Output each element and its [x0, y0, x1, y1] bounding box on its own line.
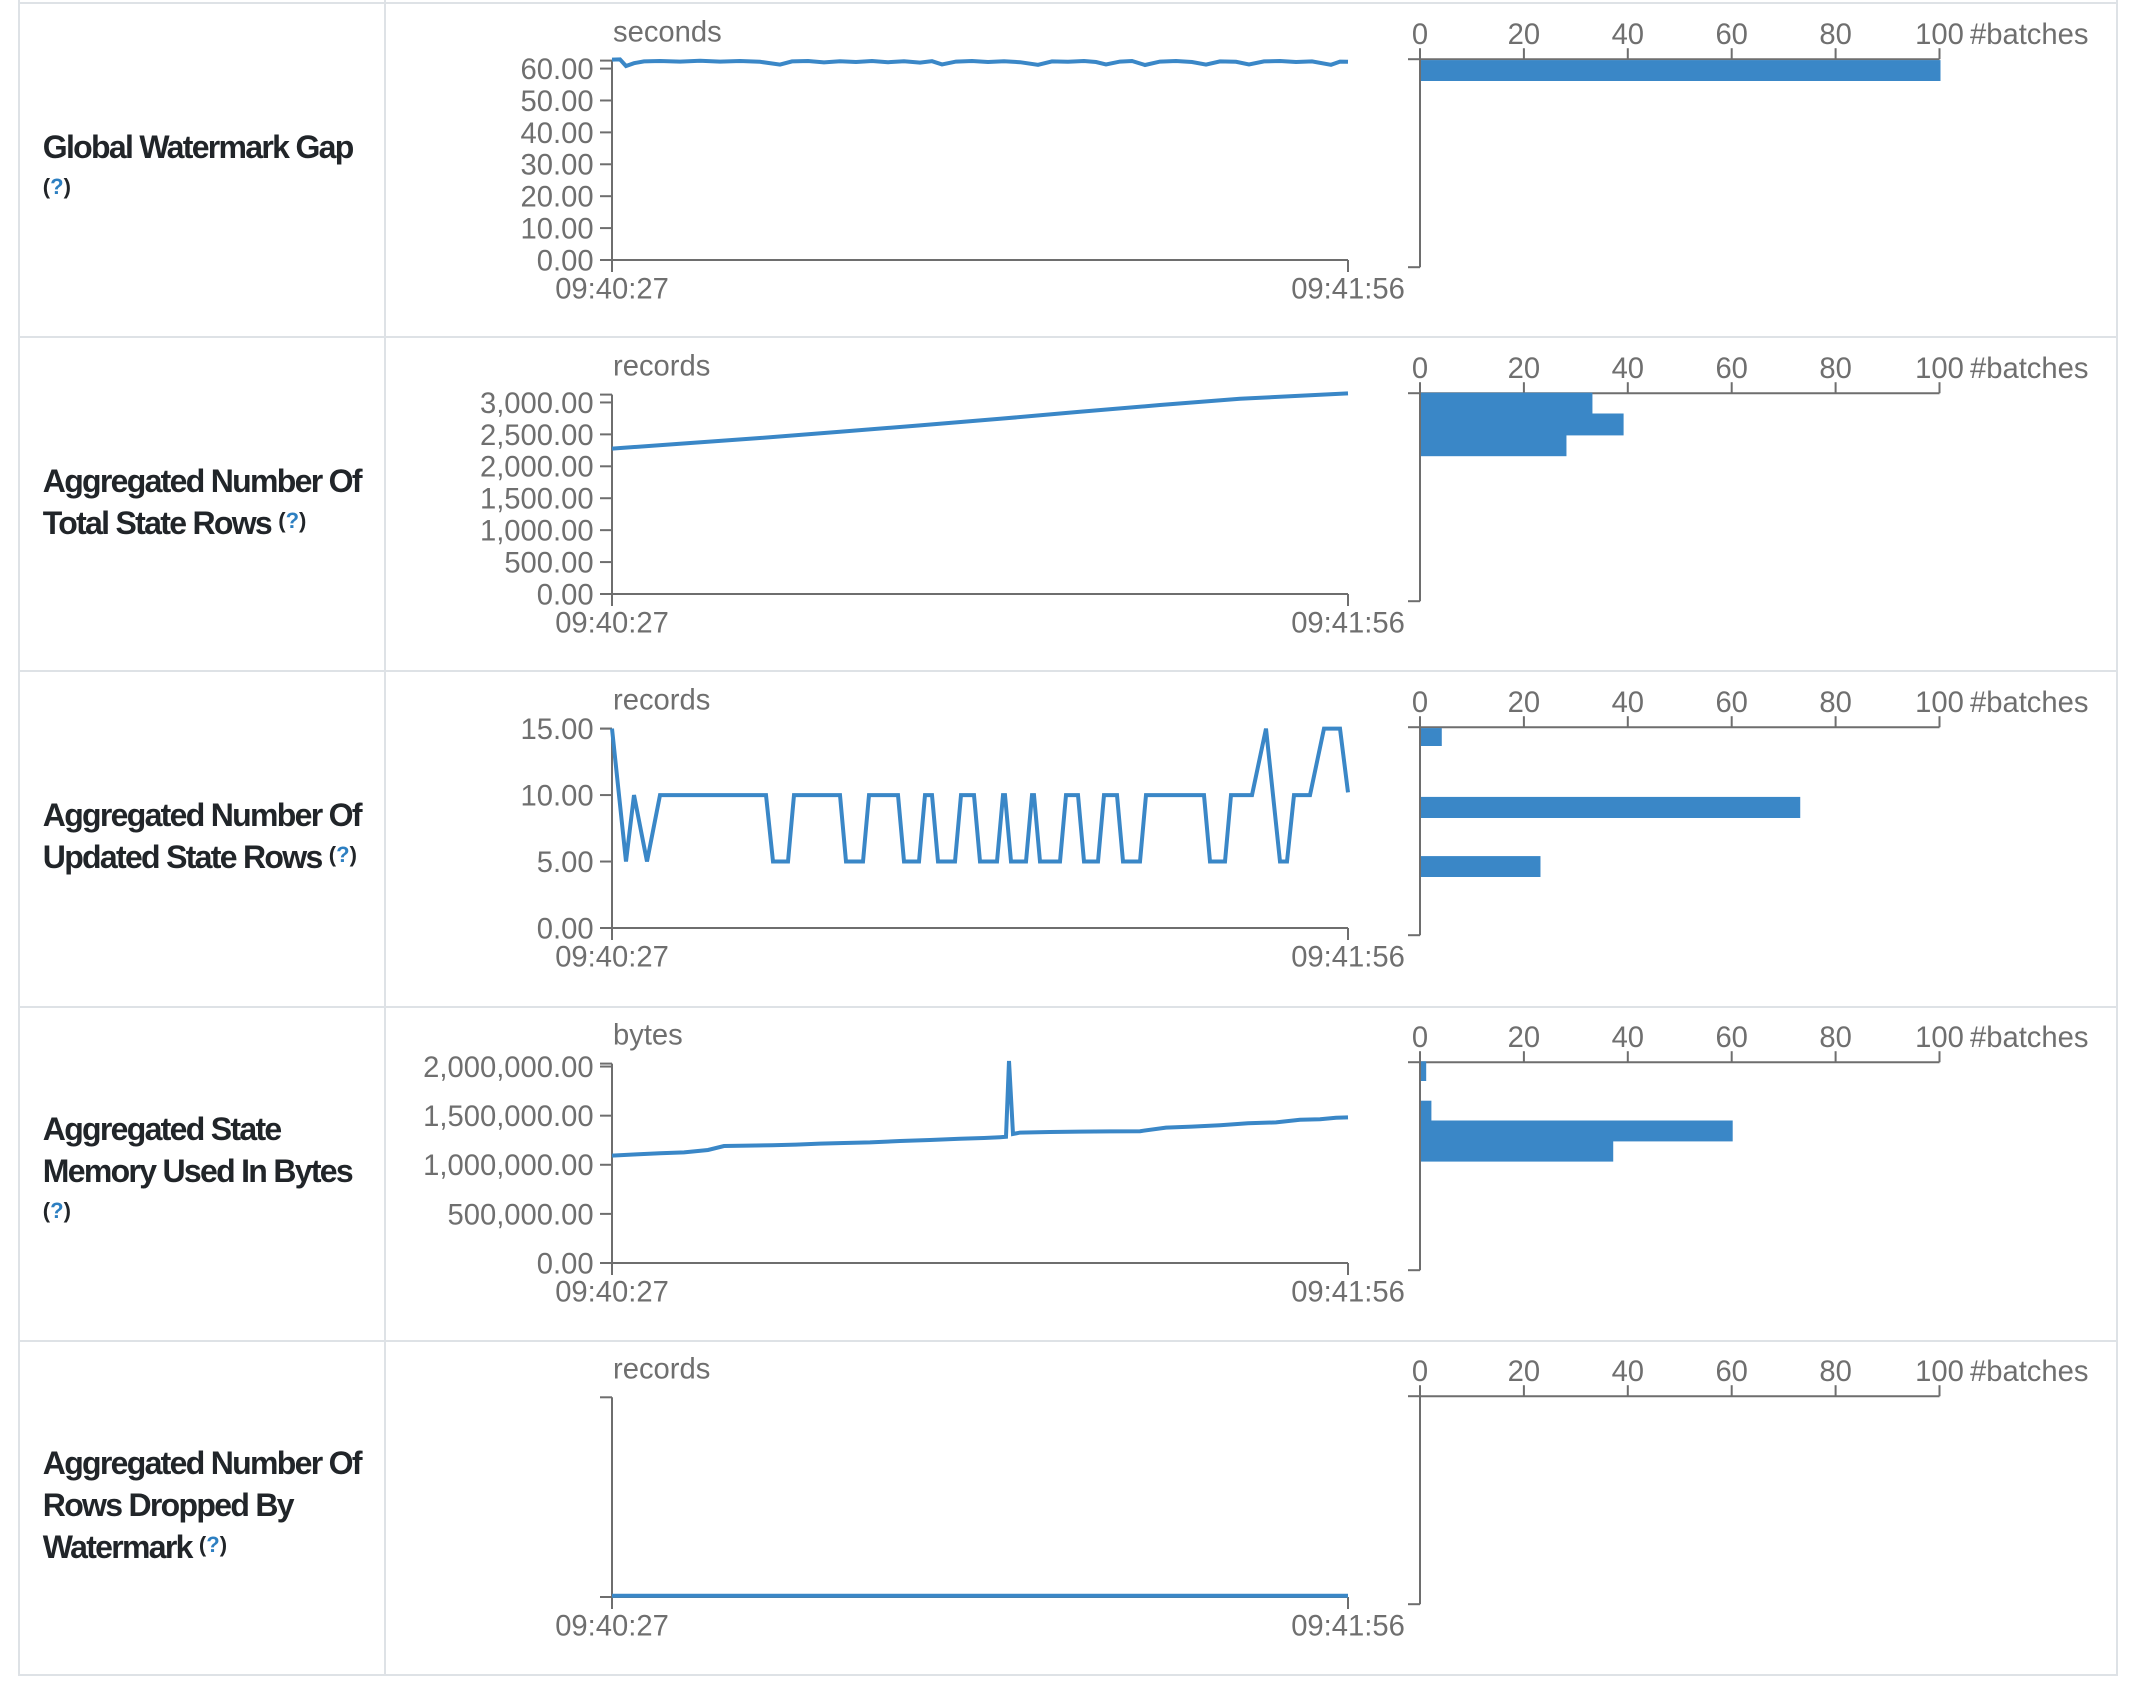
- svg-text:60: 60: [1715, 1022, 1747, 1054]
- svg-text:40: 40: [1612, 19, 1644, 51]
- svg-text:2,500.00: 2,500.00: [480, 420, 594, 452]
- svg-text:500.00: 500.00: [504, 547, 593, 579]
- svg-text:10.00: 10.00: [521, 780, 594, 812]
- svg-text:1,000,000.00: 1,000,000.00: [423, 1150, 593, 1182]
- svg-text:09:40:27: 09:40:27: [555, 1611, 669, 1643]
- svg-text:#batches: #batches: [1970, 687, 2088, 719]
- svg-text:1,500,000.00: 1,500,000.00: [423, 1101, 593, 1133]
- svg-text:#batches: #batches: [1970, 19, 2088, 51]
- svg-text:2,000.00: 2,000.00: [480, 452, 594, 484]
- svg-text:20.00: 20.00: [521, 182, 594, 214]
- svg-text:records: records: [613, 684, 710, 716]
- svg-text:15.00: 15.00: [521, 714, 594, 746]
- svg-text:60.00: 60.00: [521, 54, 594, 86]
- svg-text:100: 100: [1915, 353, 1964, 385]
- svg-text:0: 0: [1412, 1356, 1428, 1388]
- svg-text:40: 40: [1612, 1022, 1644, 1054]
- svg-text:60: 60: [1715, 1356, 1747, 1388]
- svg-text:2,000,000.00: 2,000,000.00: [423, 1052, 593, 1084]
- svg-text:09:40:27: 09:40:27: [555, 942, 669, 974]
- svg-text:09:40:27: 09:40:27: [555, 608, 669, 640]
- svg-text:80: 80: [1819, 687, 1851, 719]
- svg-text:60: 60: [1715, 687, 1747, 719]
- svg-text:3,000.00: 3,000.00: [480, 388, 594, 420]
- svg-text:50.00: 50.00: [521, 86, 594, 118]
- svg-text:09:41:56: 09:41:56: [1291, 1611, 1405, 1643]
- svg-text:seconds: seconds: [613, 16, 722, 48]
- svg-text:20: 20: [1508, 19, 1540, 51]
- svg-text:09:41:56: 09:41:56: [1291, 608, 1405, 640]
- svg-text:10.00: 10.00: [521, 213, 594, 245]
- svg-text:09:41:56: 09:41:56: [1291, 274, 1405, 306]
- svg-text:1,000.00: 1,000.00: [480, 516, 594, 548]
- svg-text:80: 80: [1819, 19, 1851, 51]
- svg-text:#batches: #batches: [1970, 1022, 2088, 1054]
- svg-text:0.00: 0.00: [537, 245, 594, 277]
- svg-text:20: 20: [1508, 687, 1540, 719]
- svg-text:20: 20: [1508, 353, 1540, 385]
- svg-text:09:41:56: 09:41:56: [1291, 942, 1405, 974]
- svg-text:80: 80: [1819, 1022, 1851, 1054]
- svg-text:20: 20: [1508, 1356, 1540, 1388]
- svg-text:80: 80: [1819, 1356, 1851, 1388]
- svg-text:40: 40: [1612, 687, 1644, 719]
- svg-text:100: 100: [1915, 19, 1964, 51]
- svg-text:#batches: #batches: [1970, 1356, 2088, 1388]
- svg-text:100: 100: [1915, 687, 1964, 719]
- svg-text:records: records: [613, 350, 710, 382]
- svg-text:09:41:56: 09:41:56: [1291, 1277, 1405, 1309]
- svg-text:0.00: 0.00: [537, 913, 594, 945]
- svg-text:1,500.00: 1,500.00: [480, 484, 594, 516]
- svg-text:30.00: 30.00: [521, 150, 594, 182]
- svg-text:bytes: bytes: [613, 1019, 683, 1051]
- svg-text:#batches: #batches: [1970, 353, 2088, 385]
- svg-text:5.00: 5.00: [537, 847, 594, 879]
- svg-text:100: 100: [1915, 1356, 1964, 1388]
- svg-text:0.00: 0.00: [537, 1248, 594, 1280]
- svg-text:60: 60: [1715, 19, 1747, 51]
- svg-text:0: 0: [1412, 19, 1428, 51]
- svg-text:40.00: 40.00: [521, 118, 594, 150]
- svg-text:0: 0: [1412, 687, 1428, 719]
- svg-text:09:40:27: 09:40:27: [555, 1277, 669, 1309]
- svg-text:records: records: [613, 1353, 710, 1385]
- svg-text:80: 80: [1819, 353, 1851, 385]
- svg-text:40: 40: [1612, 1356, 1644, 1388]
- svg-text:60: 60: [1715, 353, 1747, 385]
- svg-text:0: 0: [1412, 353, 1428, 385]
- svg-text:0: 0: [1412, 1022, 1428, 1054]
- svg-text:20: 20: [1508, 1022, 1540, 1054]
- svg-text:100: 100: [1915, 1022, 1964, 1054]
- svg-text:500,000.00: 500,000.00: [448, 1199, 594, 1231]
- svg-text:09:40:27: 09:40:27: [555, 274, 669, 306]
- svg-text:0.00: 0.00: [537, 579, 594, 611]
- svg-text:40: 40: [1612, 353, 1644, 385]
